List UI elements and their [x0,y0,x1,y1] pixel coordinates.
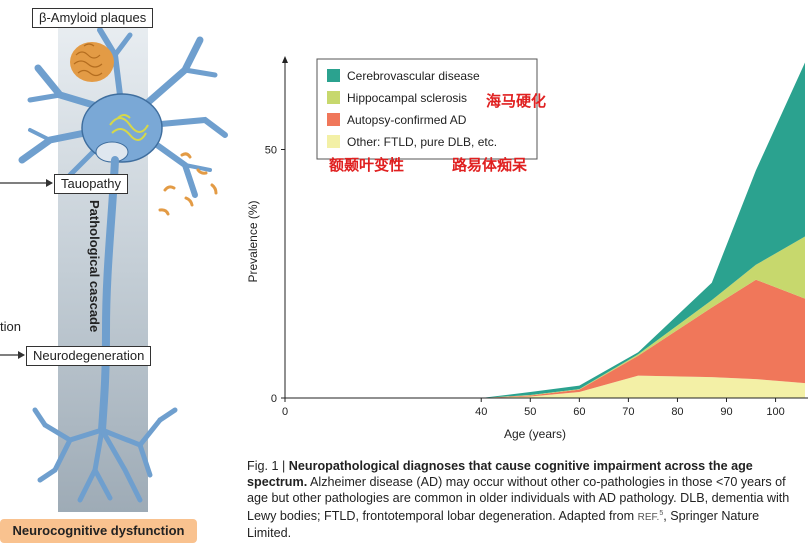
x-tick-label: 90 [720,406,732,418]
annotation-ftld-cn: 额颞叶变性 [329,156,404,174]
annotation-dlb-cn: 路易体痴呆 [452,156,527,174]
x-tick-label: 50 [524,406,536,418]
tau-arrowhead [46,179,53,187]
chart-svg: 0 40 50 60 70 80 90 100 0 50 Age (years) Prevalence… [246,56,808,441]
area-series-0 [481,375,805,398]
neuron-illustration: Pathological cascade tion [0,25,228,512]
axon [98,156,119,434]
x-tick-label: 80 [671,406,683,418]
legend-swatch [327,135,340,148]
legend-swatch [327,113,340,126]
axon-terminals [32,407,178,503]
x-tick-label: 60 [573,406,585,418]
caption-fig-label: Fig. 1 | [247,459,286,473]
legend: Cerebrovascular disease Hippocampal scler… [316,58,538,160]
legend-swatch [327,69,340,82]
pathology-diagram: Pathological cascade tion β-Amyloid plaq… [0,0,235,552]
legend-label: Autopsy-confirmed AD [347,113,467,127]
area-series-3 [481,62,805,398]
caption-ref-num: 5 [659,510,664,518]
x-tick-label: 70 [622,406,634,418]
x-axis-label: Age (years) [504,427,566,441]
y-tick-label: 50 [265,144,277,156]
amyloid-plaque [70,42,114,82]
tau-tangles [109,114,149,141]
figure-caption: Fig. 1 | Neuropathological diagnoses tha… [247,459,802,542]
caption-body: Alzheimer disease (AD) may occur without… [247,474,790,524]
x-tick-label: 100 [766,406,784,418]
legend-swatch [327,91,340,104]
area-series-1 [481,279,805,398]
tauopathy-label: Tauopathy [54,174,128,194]
outcome-label: Neurocognitive dysfunction [0,519,197,543]
caption-ref-word: REF. [637,512,660,524]
caption-tail: , Springer Nature Limited. [247,509,760,541]
plaques-label: β-Amyloid plaques [32,8,154,28]
y-axis-arrowhead [282,56,288,63]
legend-box [316,58,538,160]
legend-label: Hippocampal sclerosis [347,91,467,105]
caption-title: Neuropathological diagnoses that cause c… [247,459,753,489]
x-tick-label: 0 [282,406,288,418]
tau-fragments [158,152,218,216]
prevalence-chart: 0 40 50 60 70 80 90 100 0 50 Age (years) Prevalence… [235,45,808,450]
annotation-hippocampal-cn: 海马硬化 [486,92,546,110]
legend-label: Cerebrovascular disease [347,69,480,83]
neurodegeneration-label: Neurodegeneration [26,346,152,366]
cascade-label: Pathological cascade [87,200,102,332]
area-layers [481,62,805,398]
y-axis-label: Prevalence (%) [246,200,260,282]
legend-label: Other: FTLD, pure DLB, etc. [347,135,497,149]
x-tick-label: 40 [475,406,487,418]
neuro-arrowhead [18,351,25,359]
axes: 0 40 50 60 70 80 90 100 0 50 Age (years) Prevalence… [246,56,808,441]
side-label-partial: tion [0,319,21,334]
y-tick-label: 0 [271,393,277,405]
